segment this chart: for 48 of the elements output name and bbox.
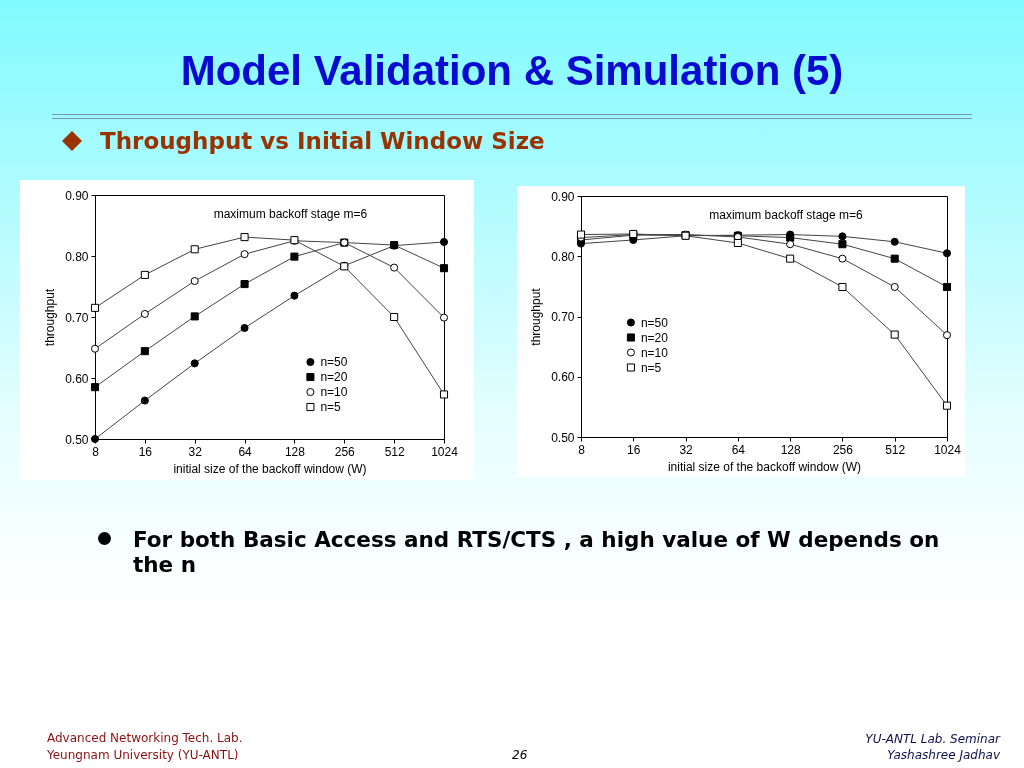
x-tick-label: 256 (334, 444, 356, 459)
y-tick-label: 0.90 (65, 188, 89, 203)
legend-label: n=10 (320, 385, 348, 400)
y-tick-label: 0.50 (65, 432, 89, 447)
y-tick-label: 0.50 (551, 430, 575, 445)
legend-label: n=10 (640, 345, 669, 360)
x-tick-label: 1024 (431, 444, 459, 459)
text: For both Basic Access and RTS/CTS , a high value of W depends on the n (133, 527, 941, 577)
y-tick-label: 0.90 (551, 189, 575, 204)
y-axis-title: throughput (529, 287, 544, 346)
x-tick-label: 256 (832, 442, 854, 457)
y-tick-label: 0.60 (65, 371, 89, 386)
text: Yashashree Jadhav (887, 747, 1000, 763)
y-axis-title: throughput (43, 288, 58, 347)
legend-label: n=5 (320, 400, 342, 415)
legend-label: n=50 (640, 315, 669, 330)
x-tick-label: 32 (188, 444, 203, 459)
x-tick-label: 8 (578, 442, 586, 457)
text: 26 (512, 747, 528, 763)
legend-label: n=5 (640, 360, 662, 375)
x-axis-title: initial size of the backoff window (W) (173, 461, 367, 476)
x-tick-label: 16 (138, 444, 153, 459)
annotation: maximum backoff stage m=6 (709, 208, 864, 222)
legend-label: n=50 (320, 355, 348, 370)
x-tick-label: 32 (679, 442, 694, 457)
chart-subtitle: Throughput vs Initial Window Size (100, 127, 545, 155)
y-tick-label: 0.60 (551, 370, 575, 385)
x-axis-title: initial size of the backoff window (W) (667, 459, 862, 474)
y-tick-label: 0.80 (65, 249, 89, 264)
y-tick-label: 0.70 (551, 310, 575, 324)
x-tick-label: 8 (92, 444, 100, 459)
text: Yeungnam University (YU-ANTL) (47, 747, 239, 763)
x-tick-label: 128 (284, 444, 306, 459)
chart-title: Model Validation & Simulation (5) (179, 46, 845, 96)
x-tick-label: 128 (780, 442, 801, 457)
x-tick-label: 16 (627, 442, 641, 457)
x-tick-label: 1024 (934, 442, 962, 457)
legend-label: n=20 (640, 330, 669, 345)
legend-label: n=20 (320, 370, 348, 385)
annotation: maximum backoff stage m=6 (213, 207, 368, 221)
x-tick-label: 64 (238, 444, 253, 459)
x-tick-label: 512 (885, 442, 906, 457)
y-tick-label: 0.70 (65, 310, 89, 325)
text: YU-ANTL Lab. Seminar (865, 731, 1000, 747)
x-tick-label: 64 (731, 442, 746, 457)
x-tick-label: 512 (384, 444, 405, 459)
y-tick-label: 0.80 (551, 249, 575, 264)
text: Advanced Networking Tech. Lab. (47, 730, 243, 746)
